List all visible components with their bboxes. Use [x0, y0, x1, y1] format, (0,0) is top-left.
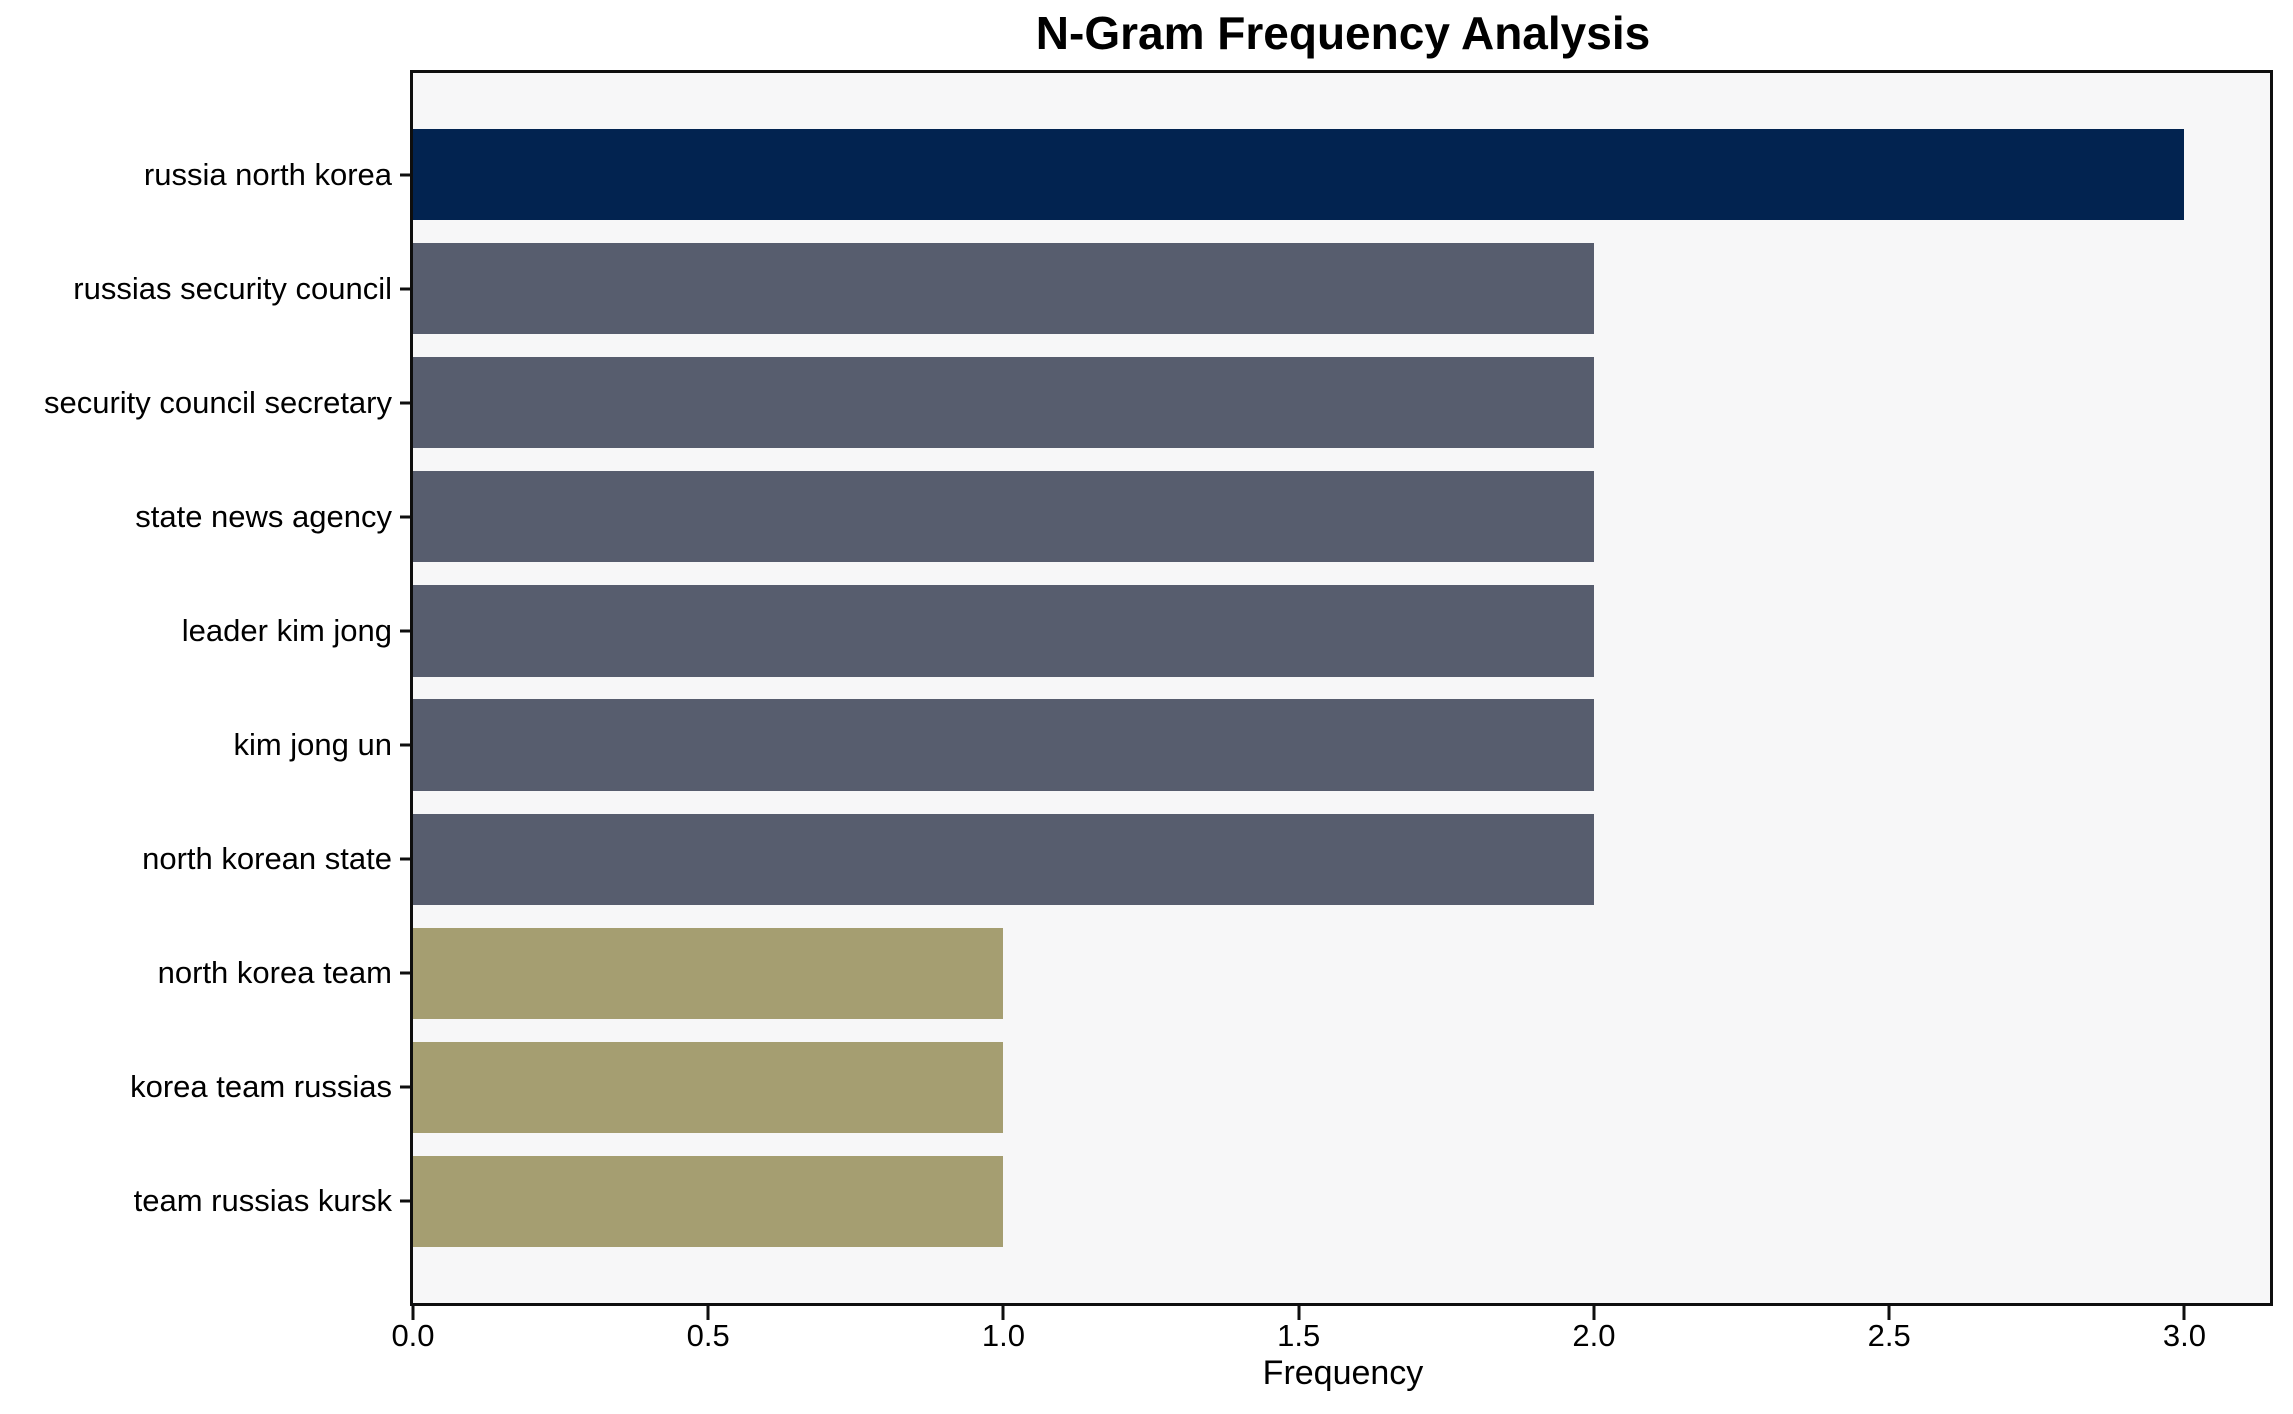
bar	[413, 699, 1594, 791]
y-tick-label: russias security council	[73, 270, 392, 306]
y-tick-label: state news agency	[135, 498, 392, 534]
y-tick-label: leader kim jong	[181, 612, 392, 648]
x-tick-label: 1.0	[981, 1318, 1026, 1353]
x-tick-label: 3.0	[2162, 1318, 2206, 1353]
y-tick-mark	[400, 857, 413, 861]
y-tick-mark	[400, 629, 413, 633]
bar	[413, 357, 1594, 449]
y-tick-label: kim jong un	[233, 727, 392, 763]
x-tick-mark	[706, 1306, 710, 1320]
bar	[413, 471, 1594, 563]
x-tick-label: 0.0	[391, 1318, 435, 1353]
x-tick-mark	[1001, 1306, 1005, 1320]
chart-title: N-Gram Frequency Analysis	[1035, 7, 1651, 59]
x-axis-title: Frequency	[1262, 1354, 1424, 1392]
x-tick-mark	[1592, 1306, 1596, 1320]
y-tick-mark	[400, 1085, 413, 1089]
x-tick-label: 2.0	[1572, 1318, 1616, 1353]
y-tick-label: korea team russias	[130, 1069, 392, 1105]
x-tick-label: 1.5	[1277, 1318, 1321, 1353]
bar	[413, 1041, 1004, 1133]
y-tick-label: security council secretary	[43, 384, 392, 420]
bar	[413, 1155, 1004, 1248]
bar	[413, 927, 1004, 1019]
x-tick-mark	[1297, 1306, 1301, 1320]
y-tick-label: north korean state	[142, 841, 392, 877]
y-tick-label: north korea team	[157, 955, 392, 991]
y-tick-mark	[400, 401, 413, 405]
bar	[413, 128, 2185, 221]
bar	[413, 813, 1594, 905]
y-tick-mark	[400, 971, 413, 975]
y-tick-mark	[400, 515, 413, 519]
x-tick-mark	[411, 1306, 415, 1320]
y-tick-mark	[400, 173, 413, 177]
plot-area	[410, 70, 2273, 1306]
x-tick-mark	[1887, 1306, 1891, 1320]
x-tick-label: 2.5	[1867, 1318, 1911, 1353]
y-tick-label: team russias kursk	[133, 1183, 392, 1219]
bar	[413, 243, 1594, 335]
bar	[413, 585, 1594, 677]
x-tick-mark	[2182, 1306, 2186, 1320]
y-tick-mark	[400, 1199, 413, 1203]
y-tick-mark	[400, 287, 413, 291]
y-tick-label: russia north korea	[143, 156, 392, 192]
x-tick-label: 0.5	[686, 1318, 730, 1353]
y-tick-mark	[400, 743, 413, 747]
